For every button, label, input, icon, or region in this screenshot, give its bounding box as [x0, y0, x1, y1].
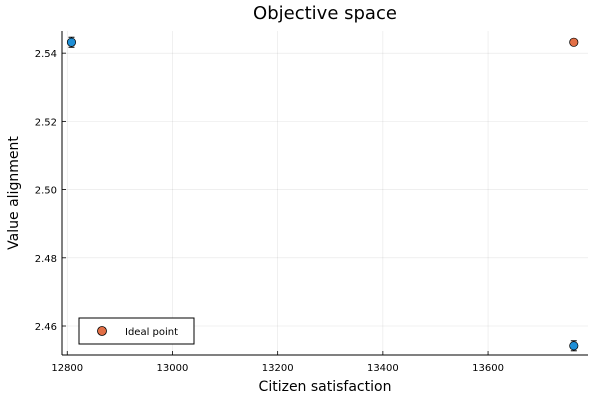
x-tick-label: 13600: [472, 363, 504, 374]
chart-title: Objective space: [253, 3, 397, 24]
y-axis-title: Value alignment: [6, 136, 22, 250]
y-tick-label: 2.54: [35, 49, 57, 60]
grid-lines: [62, 31, 588, 355]
x-tick-label: 13400: [367, 363, 399, 374]
y-tick-label: 2.50: [35, 186, 57, 197]
ideal-point-marker: [569, 37, 579, 47]
legend-label-ideal-point: Ideal point: [125, 327, 178, 338]
legend-marker-ideal-point: [97, 326, 107, 336]
data-point: [66, 37, 77, 47]
data-marks: [66, 36, 579, 352]
x-tick-label: 13200: [262, 363, 294, 374]
x-tick-label: 13000: [157, 363, 189, 374]
y-tick-label: 2.52: [35, 117, 57, 128]
y-tick-label: 2.48: [35, 254, 57, 265]
tick-labels: 12800 13000 13200 13400 13600 2.46 2.48 2.50 2.5…: [35, 49, 504, 374]
legend: Ideal point: [78, 317, 195, 345]
axes: [61, 31, 588, 356]
x-tick-label: 12800: [51, 363, 83, 374]
data-point: [569, 341, 579, 351]
x-axis-title: Citizen satisfaction: [259, 379, 392, 395]
y-tick-label: 2.46: [35, 322, 57, 333]
